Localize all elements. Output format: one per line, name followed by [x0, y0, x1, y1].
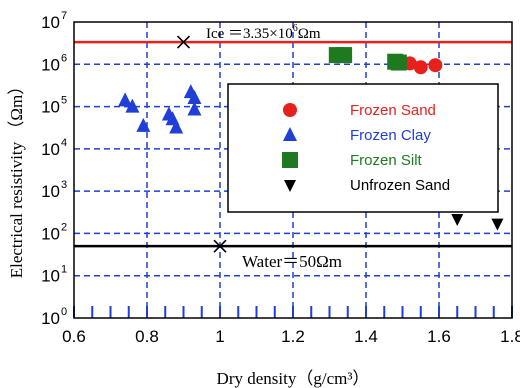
water-x-marker	[213, 239, 227, 253]
y-tick-exponent: 7	[61, 10, 67, 22]
legend-item-frozen-sand: Frozen Sand	[283, 102, 436, 119]
legend-label: Frozen Sand	[350, 102, 436, 119]
unfrozen-sand-point	[451, 213, 464, 226]
y-tick-base: 10	[41, 224, 60, 243]
legend-circle-icon	[283, 103, 297, 117]
y-tick-label: 10 3	[41, 179, 67, 201]
minor-ticks	[73, 306, 513, 318]
x-tick-label: 0.6	[62, 327, 86, 346]
y-tick-label: 10 6	[41, 52, 67, 74]
ice-label-unit: Ωm	[298, 26, 321, 42]
x-tick-label: 1.2	[281, 327, 305, 346]
x-tick-label: 0.8	[135, 327, 159, 346]
frozen-silt-point	[390, 54, 407, 71]
legend-label: Frozen Silt	[350, 152, 423, 169]
ice-x-marker	[176, 35, 191, 49]
y-tick-label: 10 1	[41, 264, 67, 286]
legend-square-icon	[282, 152, 298, 168]
legend-triangle-down-icon	[284, 180, 296, 192]
x-tick-label: 1.4	[354, 327, 378, 346]
legend-label: Unfrozen Sand	[350, 177, 450, 194]
frozen-sand-point	[428, 58, 443, 73]
x-tick-label: 1	[215, 327, 224, 346]
frozen-clay-point	[118, 92, 133, 107]
y-tick-base: 10	[41, 309, 60, 328]
x-tick-label: 1.8	[500, 327, 520, 346]
y-tick-label: 10 2	[41, 221, 67, 243]
data-points	[118, 47, 504, 231]
plot-border	[73, 21, 513, 319]
y-tick-exponent: 2	[61, 221, 67, 233]
y-tick-base: 10	[41, 267, 60, 286]
y-tick-exponent: 5	[61, 95, 67, 107]
y-tick-base: 10	[41, 98, 60, 117]
frozen-clay-point	[187, 89, 202, 104]
y-axis-label: Electrical resistivity （Ωm）	[7, 78, 26, 279]
unfrozen-sand-point	[491, 218, 504, 231]
reference-lines	[74, 35, 512, 253]
marker-stroke	[176, 35, 191, 49]
y-tick-label: 10 4	[41, 137, 67, 159]
legend-item-unfrozen-sand: Unfrozen Sand	[284, 177, 450, 194]
y-tick-base: 10	[41, 140, 60, 159]
legend-items: Frozen Sand Frozen Clay Frozen Silt Unfroze…	[282, 102, 450, 194]
y-tick-label: 10 5	[41, 95, 67, 117]
y-tick-base: 10	[41, 55, 60, 74]
y-tick-exponent: 1	[61, 264, 67, 276]
frozen-sand-point	[413, 60, 428, 75]
frozen-clay-point	[125, 98, 140, 113]
marker-stroke	[213, 239, 227, 253]
ice-label-base: Ice ＝3.35×10	[206, 26, 293, 42]
y-tick-base: 10	[41, 182, 60, 201]
ice-reference-label: Ice ＝3.35×106Ωm	[206, 23, 321, 42]
frozen-clay-point	[136, 117, 151, 132]
frozen-clay-point	[187, 101, 202, 116]
x-tick-label: 1.6	[427, 327, 451, 346]
legend-label: Frozen Clay	[350, 127, 431, 144]
y-tick-exponent: 0	[61, 306, 67, 318]
x-axis-label: Dry density（g/cm³）	[217, 369, 370, 388]
y-tick-exponent: 3	[61, 179, 67, 191]
y-tick-exponent: 6	[61, 52, 67, 64]
y-tick-label: 10 7	[41, 10, 67, 32]
ice-label-exponent: 6	[293, 23, 298, 34]
plot-frame	[73, 21, 513, 319]
y-tick-base: 10	[41, 13, 60, 32]
water-reference-label: Water＝50Ωm	[242, 252, 342, 271]
y-tick-exponent: 4	[61, 137, 67, 149]
legend-item-frozen-clay: Frozen Clay	[283, 127, 431, 144]
legend-triangle-up-icon	[283, 127, 297, 141]
legend-box	[227, 83, 499, 213]
frozen-silt-point	[336, 47, 353, 64]
legend: Frozen Sand Frozen Clay Frozen Silt Unfroze…	[227, 83, 499, 213]
y-tick-label: 10 0	[41, 306, 67, 328]
frozen-clay-point	[169, 119, 184, 134]
legend-item-frozen-silt: Frozen Silt	[282, 152, 423, 169]
